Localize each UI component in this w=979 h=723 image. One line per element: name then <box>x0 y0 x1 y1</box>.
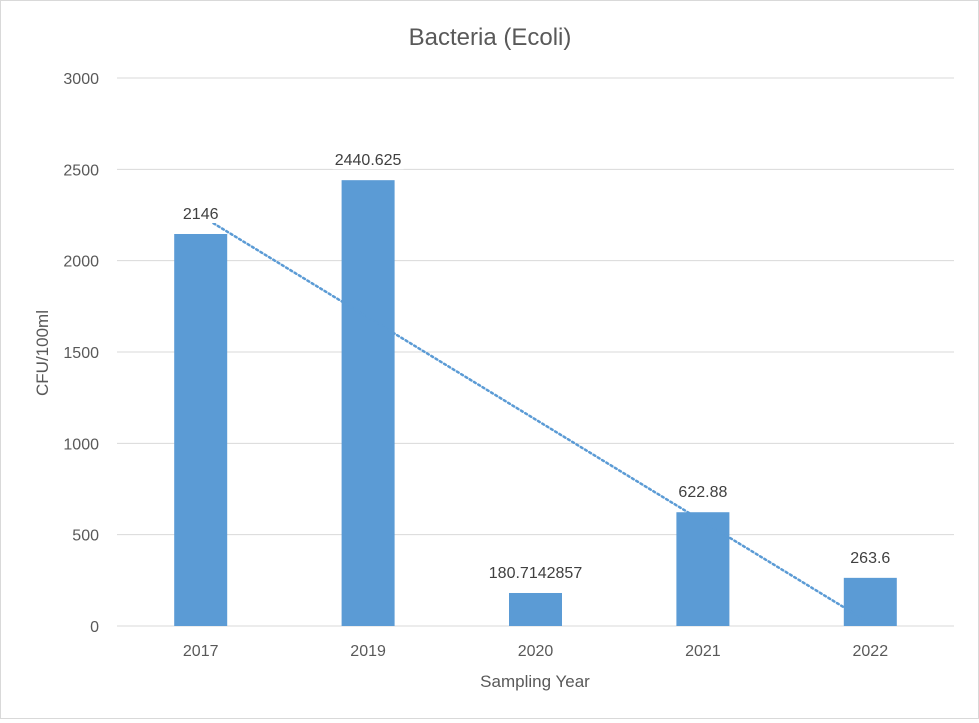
data-labels: 2146 2440.625 180.7142857 622.88 263.6 <box>180 152 893 582</box>
chart-title: Bacteria (Ecoli) <box>409 24 572 51</box>
y-tick-label: 1000 <box>63 436 99 453</box>
data-label: 622.88 <box>678 484 727 501</box>
bars <box>174 180 897 627</box>
trendline <box>199 214 872 625</box>
data-label-background <box>332 152 404 170</box>
x-tick-label: 2017 <box>183 643 219 660</box>
y-axis-ticks: 0 500 1000 1500 2000 2500 3000 <box>63 71 99 636</box>
y-tick-label: 0 <box>90 619 99 636</box>
y-axis-title: CFU/100ml <box>33 310 52 396</box>
data-label-background <box>486 564 585 582</box>
data-label-background <box>848 549 893 567</box>
gridlines <box>117 77 954 627</box>
bar <box>174 233 228 627</box>
data-label: 180.7142857 <box>489 565 583 582</box>
y-tick-label: 2000 <box>63 254 99 271</box>
bar <box>341 180 395 626</box>
bar <box>676 512 730 626</box>
x-tick-label: 2020 <box>518 643 554 660</box>
x-tick-label: 2019 <box>350 643 386 660</box>
data-label-background <box>180 205 221 223</box>
y-tick-label: 1500 <box>63 345 99 362</box>
data-label: 2146 <box>183 206 219 223</box>
y-tick-label: 2500 <box>63 162 99 179</box>
bar <box>509 592 562 626</box>
data-label: 263.6 <box>850 550 890 567</box>
x-tick-label: 2022 <box>853 643 889 660</box>
bar <box>843 577 897 626</box>
x-axis-title: Sampling Year <box>480 672 590 691</box>
y-tick-label: 500 <box>72 528 99 545</box>
x-tick-label: 2021 <box>685 643 721 660</box>
x-axis-ticks: 2017 2019 2020 2021 2022 <box>183 643 888 660</box>
data-label-background <box>676 484 730 502</box>
data-label: 2440.625 <box>335 152 402 169</box>
trendline-group <box>199 214 872 625</box>
y-tick-label: 3000 <box>63 71 99 88</box>
